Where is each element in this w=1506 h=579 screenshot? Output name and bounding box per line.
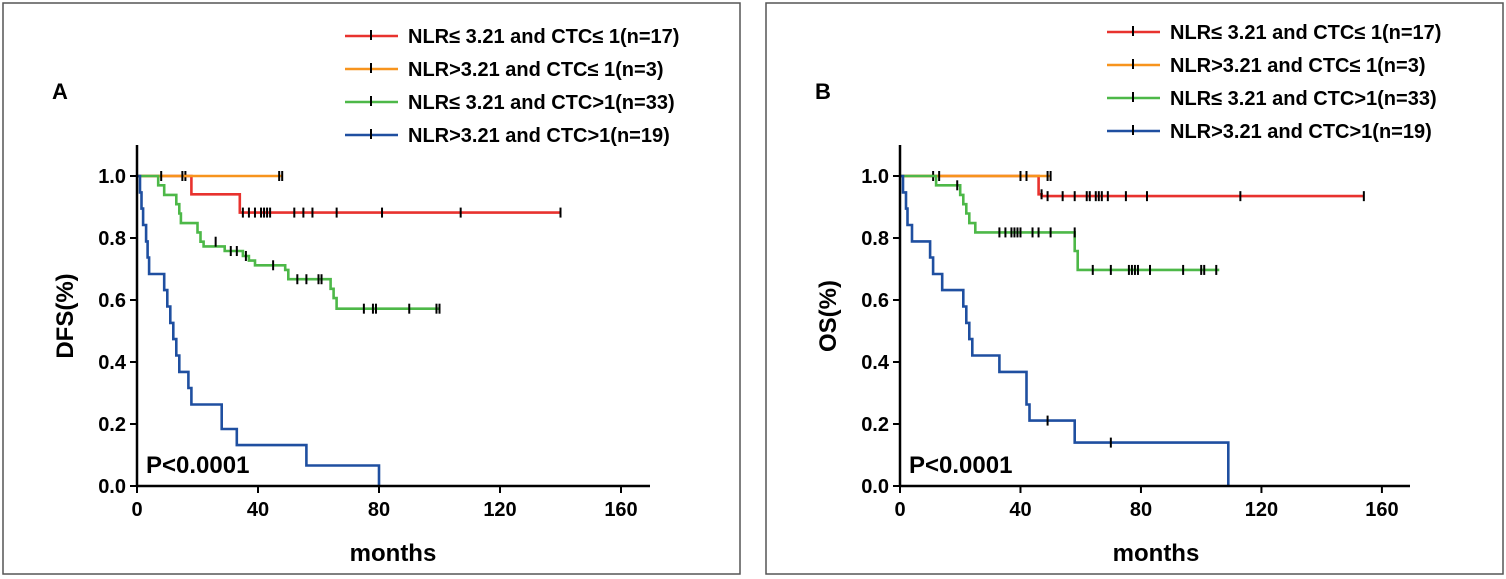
x-tick-label: 40 (1009, 499, 1031, 521)
x-tick-label: 0 (894, 499, 905, 521)
y-tick-label: 0.2 (861, 414, 889, 436)
x-axis-title: months (1113, 540, 1200, 567)
legend-label: NLR≤ 3.21 and CTC>1(n=33) (1170, 88, 1437, 110)
survival-curve (900, 174, 1220, 272)
y-tick-label: 0.0 (861, 476, 889, 498)
x-tick-label: 40 (247, 499, 269, 521)
curve-group (137, 171, 562, 486)
x-tick-label: 80 (368, 499, 390, 521)
y-tick-label: 1.0 (861, 166, 889, 188)
panel-a: A DFS(%) months P<0.0001 0 40 80 120 1600.00… (2, 2, 741, 575)
legend-label: NLR>3.21 and CTC>1(n=19) (1170, 121, 1432, 143)
survival-curve (137, 174, 381, 486)
p-value-annotation: P<0.0001 (909, 452, 1012, 479)
x-tick-label: 0 (131, 499, 142, 521)
axes-group (135, 145, 650, 488)
x-axis-title: months (350, 540, 437, 567)
legend: NLR≤ 3.21 and CTC≤ 1(n=17) NLR>3.21 and C… (1107, 22, 1441, 143)
y-axis-title: OS(%) (815, 280, 842, 352)
y-tick-label: 0.4 (861, 352, 890, 374)
tick-group: 0 40 80 120 160 0.0 0.2 0.4 0.6 0.8 1.0 (861, 166, 1398, 521)
y-tick-label: 0.0 (98, 476, 126, 498)
survival-curve (900, 174, 1230, 486)
legend-label: NLR≤ 3.21 and CTC>1(n=33) (408, 92, 675, 114)
y-tick-label: 1.0 (98, 166, 126, 188)
y-tick-label: 0.4 (98, 352, 127, 374)
x-tick-label: 120 (483, 499, 516, 521)
x-tick-label: 160 (1365, 499, 1398, 521)
axes-group (898, 145, 1410, 488)
panel-b: B OS(%) months P<0.0001 0 40 80 120 160 0.0 0.… (765, 2, 1504, 575)
x-tick-label: 80 (1130, 499, 1152, 521)
tick-group: 0 40 80 120 160 0.0 0.2 0.4 0.6 0.8 1.0 (98, 166, 638, 521)
legend-label: NLR>3.21 and CTC>1(n=19) (408, 125, 670, 147)
x-tick-label: 160 (604, 499, 637, 521)
panel-frame (765, 2, 1504, 575)
y-tick-label: 0.6 (861, 290, 889, 312)
panel-label: B (815, 79, 831, 104)
x-tick-label: 120 (1245, 499, 1278, 521)
legend-label: NLR>3.21 and CTC≤ 1(n=3) (1170, 55, 1425, 77)
panel-frame (2, 2, 741, 575)
y-tick-label: 0.2 (98, 414, 126, 436)
legend-label: NLR>3.21 and CTC≤ 1(n=3) (408, 59, 663, 81)
y-tick-label: 0.6 (98, 290, 126, 312)
legend: NLR≤ 3.21 and CTC≤ 1(n=17) NLR>3.21 and C… (345, 26, 679, 147)
survival-curve (900, 174, 1364, 198)
y-tick-label: 0.8 (861, 228, 889, 250)
panel-label: A (52, 79, 68, 104)
survival-curve (137, 174, 561, 214)
legend-label: NLR≤ 3.21 and CTC≤ 1(n=17) (408, 26, 679, 48)
p-value-annotation: P<0.0001 (146, 452, 249, 479)
legend-label: NLR≤ 3.21 and CTC≤ 1(n=17) (1170, 22, 1441, 44)
curve-group (900, 171, 1365, 486)
y-tick-label: 0.8 (98, 228, 126, 250)
y-axis-title: DFS(%) (52, 273, 79, 358)
survival-curve (137, 174, 440, 310)
